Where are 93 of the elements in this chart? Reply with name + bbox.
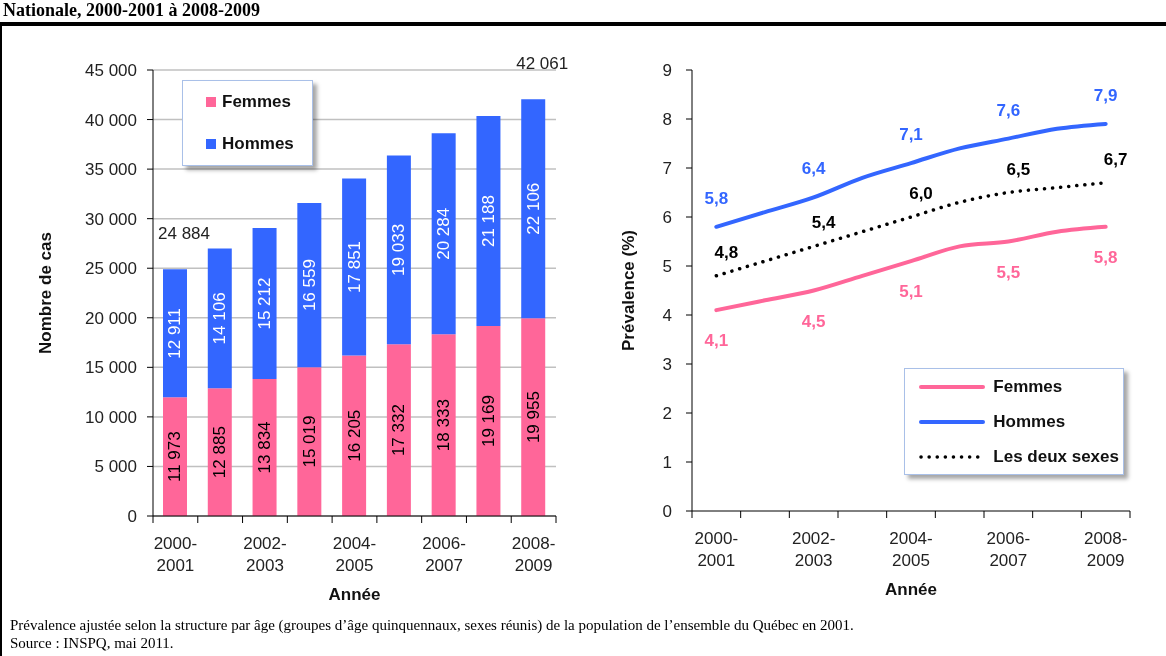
x-tick-label: 2004-2005 — [332, 534, 377, 575]
data-label: 4,5 — [801, 311, 826, 331]
legend-label: Hommes — [222, 134, 294, 154]
y-tick-label: 3 — [662, 355, 672, 375]
y-tick-label: 5 000 — [94, 457, 137, 477]
x-tick-label: 2004-2005 — [889, 529, 933, 570]
data-label: 12 885 — [210, 426, 230, 479]
y-tick-label: 8 — [662, 110, 672, 130]
data-label: 15 019 — [299, 415, 319, 468]
data-label: 7,1 — [899, 125, 923, 145]
data-label: 4,1 — [704, 331, 729, 351]
total-label: 42 061 — [516, 54, 569, 74]
total-label: 24 884 — [158, 224, 210, 244]
data-label: 17 851 — [344, 240, 364, 293]
data-label: 16 205 — [344, 409, 364, 462]
x-tick-label: 2002-2003 — [243, 534, 287, 575]
x-tick-label: 2006-2007 — [422, 534, 466, 575]
data-label: 5,8 — [704, 188, 729, 208]
bar — [431, 133, 456, 335]
bar — [297, 203, 322, 368]
data-label: 21 188 — [478, 195, 498, 248]
source-note: Source : INSPQ, mai 2011. — [10, 634, 175, 652]
data-label: 22 106 — [523, 182, 543, 235]
data-label: 11 973 — [165, 431, 185, 483]
data-label: 12 911 — [165, 307, 185, 359]
y-tick-label: 10 000 — [85, 407, 137, 427]
data-label: 4,8 — [714, 242, 739, 262]
data-label: 19 955 — [523, 391, 543, 444]
x-tick-label: 2008-2009 — [1083, 529, 1128, 570]
x-tick-label: 2000-2001 — [153, 534, 198, 575]
bar — [386, 344, 411, 516]
x-tick-label: 2008-2009 — [511, 534, 556, 575]
y-tick-label: 7 — [662, 159, 672, 179]
y-tick-label: 5 — [662, 257, 672, 277]
data-label: 19 033 — [389, 223, 409, 276]
legend-label: Les deux sexes — [993, 446, 1119, 467]
data-label: 5,1 — [899, 282, 923, 302]
x-tick-label: 2006-2007 — [986, 529, 1031, 570]
y-tick-label: 4 — [662, 306, 672, 326]
data-label: 5,4 — [811, 213, 837, 233]
data-label: 5,8 — [1093, 247, 1118, 267]
y-tick-label: 6 — [662, 208, 672, 228]
y-tick-label: 9 — [662, 61, 672, 81]
bar — [163, 269, 187, 398]
y-tick-label: 0 — [662, 502, 672, 522]
x-tick-label: 2000-2001 — [694, 529, 739, 570]
data-label: 13 834 — [255, 421, 275, 474]
legend-label: Femmes — [993, 376, 1063, 397]
bar — [476, 326, 501, 516]
data-label: 14 106 — [210, 292, 230, 345]
bar — [521, 318, 546, 516]
data-label: 19 169 — [478, 395, 498, 448]
bar — [207, 248, 232, 389]
bar — [476, 116, 501, 327]
y-tick-label: 20 000 — [85, 308, 137, 328]
data-label: 6,5 — [1006, 159, 1031, 179]
data-label: 6,4 — [801, 159, 827, 179]
data-label: 20 284 — [434, 207, 454, 260]
y-tick-label: 2 — [662, 404, 672, 424]
y-axis-title: Nombre de cas — [35, 232, 55, 354]
y-tick-label: 40 000 — [85, 110, 137, 130]
data-label: 6,7 — [1103, 149, 1128, 169]
data-label: 7,9 — [1093, 85, 1118, 105]
data-label: 7,6 — [996, 100, 1021, 120]
bar — [297, 367, 322, 516]
data-label: 6,0 — [909, 184, 933, 203]
data-label: 17 332 — [389, 404, 409, 457]
legend-label: Hommes — [993, 411, 1066, 432]
y-tick-label: 0 — [127, 507, 137, 527]
y-tick-label: 1 — [662, 453, 672, 473]
bar — [252, 228, 277, 379]
data-label: 5,5 — [996, 262, 1021, 282]
x-axis-title: Année — [328, 585, 381, 604]
data-label: 18 333 — [434, 399, 454, 452]
bar — [342, 178, 367, 356]
y-tick-label: 30 000 — [85, 209, 137, 229]
bar — [386, 155, 411, 345]
bar — [521, 99, 546, 319]
bar — [431, 334, 456, 516]
y-tick-label: 45 000 — [85, 61, 137, 81]
x-axis-title: Année — [885, 580, 937, 599]
bar — [342, 355, 367, 516]
bar — [163, 397, 187, 516]
x-tick-label: 2002-2003 — [791, 529, 836, 570]
text: Prévalence ajustée selon la structure par âge (groupes d’âge quinquennaux, sexes réunis) de la population de l’ensemble du Québec en 2001. — [10, 616, 854, 634]
data-label: 15 212 — [255, 277, 275, 330]
y-tick-label: 25 000 — [85, 259, 137, 279]
y-tick-label: 35 000 — [85, 160, 137, 180]
legend-label: Femmes — [222, 92, 291, 112]
y-tick-label: 15 000 — [85, 358, 137, 378]
chart-title: Nationale, 2000-2001 à 2008-2009 — [3, 0, 260, 21]
data-label: 16 559 — [299, 259, 319, 312]
y-axis-title: Prévalence (%) — [618, 230, 638, 351]
